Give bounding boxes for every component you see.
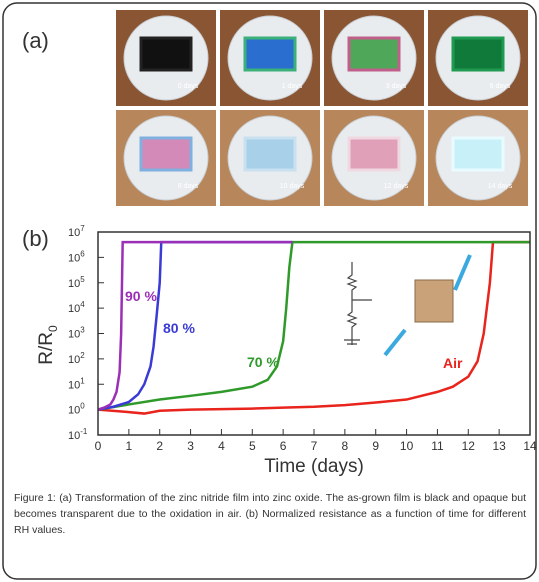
series-label: Air [443,355,463,371]
tick-exponent: 4 [80,300,85,309]
tick-base: 10 [68,430,80,442]
x-tick-label: 13 [492,439,506,453]
x-tick-label: 7 [311,439,318,453]
series-label: 80 % [163,320,195,336]
x-tick-label: 8 [342,439,349,453]
tick-base: 10 [68,252,80,264]
y-label-main: R/R [36,332,57,365]
photo-label: 0 days [178,83,199,90]
x-tick-label: 1 [126,439,133,453]
film [141,138,191,170]
film [453,138,503,170]
photo-label: 14 days [488,183,513,190]
x-tick-label: 9 [372,439,379,453]
x-axis-title: Time (days) [264,456,364,477]
tick-base: 10 [68,405,80,417]
film [349,38,399,70]
tick-exponent: 1 [80,376,85,385]
tick-base: 10 [68,303,80,315]
page: (a) (b) 0 days1 days3 days6 days8 days10… [0,0,539,582]
photo-label: 1 days [282,83,303,90]
y-label-sub: 0 [46,325,60,332]
x-tick-label: 12 [462,439,476,453]
x-tick-label: 11 [431,439,444,453]
photo-label: 6 days [490,83,511,90]
film [245,138,295,170]
device [415,280,453,322]
tick-base: 10 [68,354,80,366]
caption: Figure 1: (a) Transformation of the zinc… [14,490,526,538]
photo-label: 8 days [178,183,199,190]
x-tick-label: 0 [95,439,102,453]
series-label: 70 % [247,354,279,370]
x-tick-label: 6 [280,439,287,453]
photo-label: 12 days [384,183,409,190]
x-tick-label: 4 [218,439,225,453]
photo-label: 3 days [386,83,407,90]
film [141,38,191,70]
film [245,38,295,70]
x-tick-label: 14 [523,439,537,453]
x-tick-label: 2 [156,439,163,453]
film [453,38,503,70]
tick-exponent: 5 [80,275,85,284]
tick-exponent: -1 [80,427,88,436]
tick-exponent: 7 [80,224,85,233]
tick-base: 10 [68,329,80,341]
tick-exponent: 6 [80,249,85,258]
x-tick-label: 5 [249,439,256,453]
tick-base: 10 [68,227,80,239]
series-label: 90 % [125,288,157,304]
x-tick-label: 10 [400,439,414,453]
panel-label: (b) [22,226,49,251]
tick-exponent: 3 [80,326,85,335]
film [349,138,399,170]
tick-base: 10 [68,379,80,391]
tick-exponent: 2 [80,351,85,360]
tick-exponent: 0 [80,402,85,411]
panel-label: (a) [22,28,49,53]
photo-label: 10 days [280,183,305,190]
x-tick-label: 3 [187,439,194,453]
tick-base: 10 [68,278,80,290]
